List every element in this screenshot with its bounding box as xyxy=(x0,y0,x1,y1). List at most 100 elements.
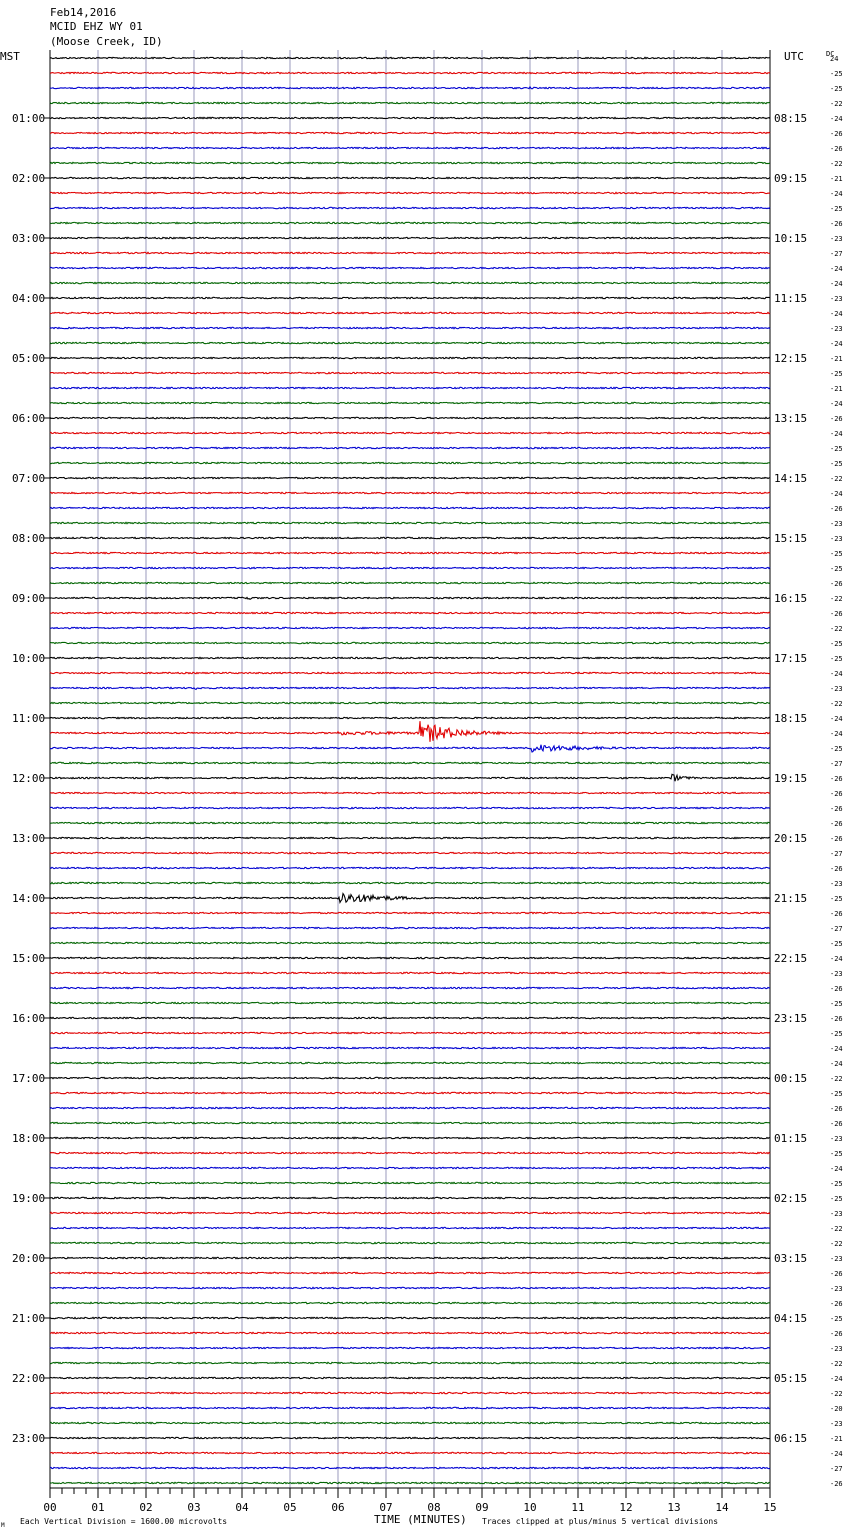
dc-offset-label: -25 xyxy=(830,85,843,93)
trace-line xyxy=(49,296,771,300)
left-hour-label: 20:00 xyxy=(12,1252,45,1265)
right-hour-label: 23:15 xyxy=(774,1012,807,1025)
trace-line xyxy=(49,326,771,330)
dc-offset-label: -24 xyxy=(830,715,843,723)
dc-offset-label: -25 xyxy=(830,445,843,453)
dc-offset-label: -24 xyxy=(830,190,843,198)
trace-line xyxy=(49,626,771,630)
trace-line xyxy=(49,476,771,480)
trace-line xyxy=(49,1346,771,1350)
dc-offset-label: -20 xyxy=(830,1405,843,1413)
right-hour-label: 21:15 xyxy=(774,892,807,905)
trace-line xyxy=(49,236,771,240)
dc-offset-label: -21 xyxy=(830,385,843,393)
trace-line xyxy=(49,401,771,405)
footer-mark: M xyxy=(1,1522,5,1529)
trace-line xyxy=(49,596,771,601)
minute-grid xyxy=(49,50,771,1488)
dc-offset-label: -23 xyxy=(830,970,843,978)
trace-group xyxy=(49,56,771,1485)
dc-offset-label: -22 xyxy=(830,1390,843,1398)
dc-offset-label: -24 xyxy=(830,115,843,123)
dc-offset-label: -26 xyxy=(830,775,843,783)
dc-offset-label: -21 xyxy=(830,355,843,363)
trace-line xyxy=(49,461,771,465)
trace-line xyxy=(49,1196,771,1200)
x-tick-label: 06 xyxy=(331,1501,344,1514)
trace-line xyxy=(49,716,771,720)
dc-offset-label: -23 xyxy=(830,1255,843,1263)
x-tick-label: 01 xyxy=(91,1501,104,1514)
right-hour-label: 15:15 xyxy=(774,532,807,545)
trace-line xyxy=(49,1166,771,1170)
dc-offset-label: -25 xyxy=(830,655,843,663)
left-hour-label: 05:00 xyxy=(12,352,45,365)
trace-line xyxy=(49,656,771,660)
trace-line xyxy=(49,1091,771,1095)
left-hour-label: 16:00 xyxy=(12,1012,45,1025)
left-hour-label: 09:00 xyxy=(12,592,45,605)
dc-offset-label: -24 xyxy=(830,955,843,963)
trace-line xyxy=(49,266,771,270)
trace-line xyxy=(49,56,771,60)
dc-offset-label: -23 xyxy=(830,295,843,303)
trace-line xyxy=(49,386,771,390)
right-hour-label: 18:15 xyxy=(774,712,807,725)
trace-line xyxy=(49,866,771,870)
dc-label: DC xyxy=(826,50,834,58)
trace-line xyxy=(49,941,771,945)
dc-offset-label: -25 xyxy=(830,460,843,468)
dc-offset-label: -21 xyxy=(830,175,843,183)
left-hour-label: 18:00 xyxy=(12,1132,45,1145)
header-location: (Moose Creek, ID) xyxy=(50,35,163,48)
trace-line xyxy=(49,221,771,225)
dc-offset-label: -26 xyxy=(830,610,843,618)
header-station: MCID EHZ WY 01 xyxy=(50,20,143,33)
trace-line xyxy=(49,1001,771,1005)
right-hour-label: 12:15 xyxy=(774,352,807,365)
trace-line xyxy=(49,986,770,990)
trace-line xyxy=(49,956,771,960)
dc-offset-label: -25 xyxy=(830,1000,843,1008)
trace-line xyxy=(49,1106,771,1110)
trace-line xyxy=(49,671,771,675)
dc-offset-label: -25 xyxy=(830,370,843,378)
left-hour-label: 13:00 xyxy=(12,832,45,845)
trace-line xyxy=(49,1016,771,1020)
trace-line xyxy=(49,821,771,825)
dc-offset-label: -26 xyxy=(830,1015,843,1023)
trace-line xyxy=(49,1406,771,1410)
x-axis-title: TIME (MINUTES) xyxy=(374,1513,467,1526)
dc-offset-label: -26 xyxy=(830,835,843,843)
trace-line xyxy=(49,926,771,930)
trace-line xyxy=(49,721,771,742)
dc-offset-label: -23 xyxy=(830,235,843,243)
dc-offset-label: -22 xyxy=(830,475,843,483)
dc-offset-label: -26 xyxy=(830,1330,843,1338)
dc-offset-label: -26 xyxy=(830,865,843,873)
dc-offset-label: -22 xyxy=(830,1075,843,1083)
dc-offset-label: -22 xyxy=(830,1225,843,1233)
left-hour-label: 17:00 xyxy=(12,1072,45,1085)
left-hour-label: 04:00 xyxy=(12,292,45,305)
dc-offset-label: -26 xyxy=(830,415,843,423)
left-hour-label: 02:00 xyxy=(12,172,45,185)
trace-line xyxy=(49,892,771,905)
dc-offset-label: -23 xyxy=(830,1210,843,1218)
trace-line xyxy=(49,1076,771,1080)
left-hour-label: 11:00 xyxy=(12,712,45,725)
trace-line xyxy=(49,71,771,75)
trace-line xyxy=(49,161,771,165)
left-hour-label: 01:00 xyxy=(12,112,45,125)
trace-line xyxy=(49,341,771,345)
x-tick-label: 04 xyxy=(235,1501,249,1514)
trace-line xyxy=(49,1481,771,1485)
trace-line xyxy=(49,521,771,525)
dc-offset-label: -25 xyxy=(830,1195,843,1203)
dc-offset-label: -23 xyxy=(830,520,843,528)
dc-offset-label: -24 xyxy=(830,1165,843,1173)
trace-line xyxy=(49,911,771,915)
right-hour-label: 17:15 xyxy=(774,652,807,665)
right-hour-label: 11:15 xyxy=(774,292,807,305)
scale-note: Each Vertical Division = 1600.00 microvo… xyxy=(20,1517,227,1526)
